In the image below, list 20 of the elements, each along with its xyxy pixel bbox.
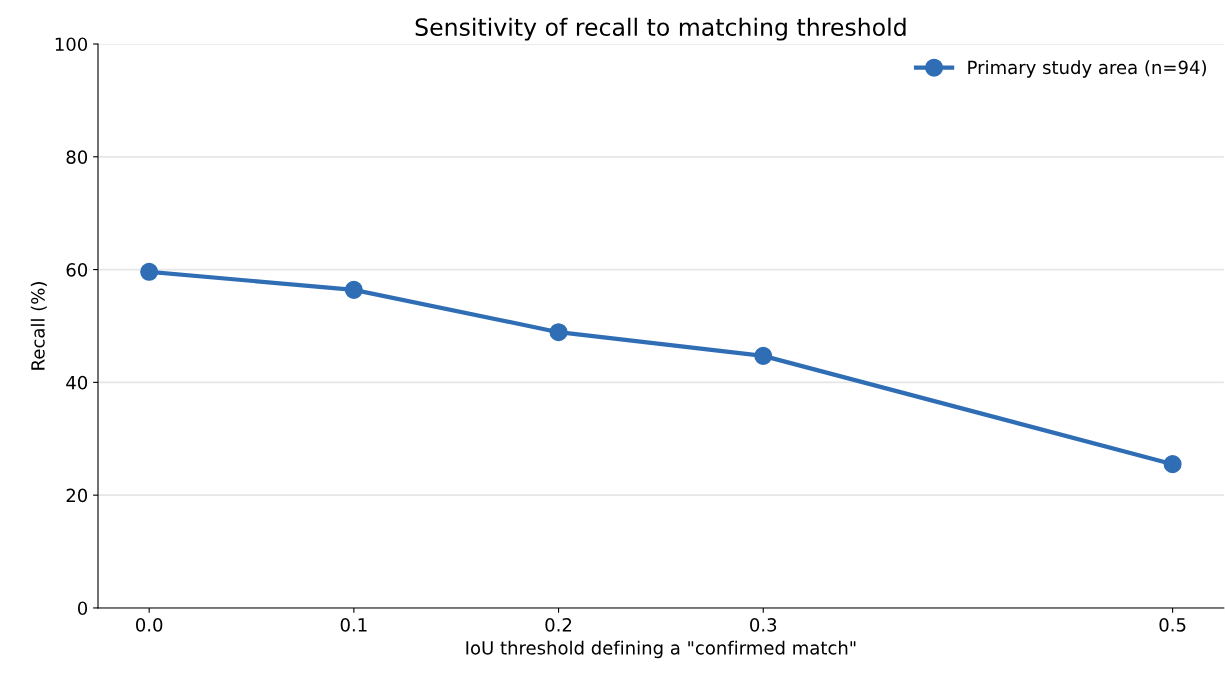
x-tick-label: 0.0 xyxy=(136,617,163,632)
x-tick-label: 0.2 xyxy=(545,617,572,632)
point xyxy=(140,262,159,281)
point xyxy=(754,346,773,365)
point xyxy=(344,280,363,299)
y-tick-label: 80 xyxy=(66,150,88,164)
y-tick-label: 40 xyxy=(66,375,88,390)
y-tick-label: 0 xyxy=(77,601,88,616)
legend-label: Primary study area (n=94) xyxy=(968,60,1206,78)
y-tick-label: 60 xyxy=(66,263,88,277)
x-axis-title: IoU threshold defining a "confirmed match" xyxy=(466,640,856,659)
x-tick-label: 0.1 xyxy=(340,617,367,632)
y-tick-label: 100 xyxy=(55,37,88,52)
point xyxy=(549,323,568,342)
x-tick-label: 0.3 xyxy=(750,617,777,632)
chart-title: Sensitivity of recall to matching threshold xyxy=(415,17,906,41)
x-tick-label: 0.5 xyxy=(1159,617,1186,632)
y-tick-label: 20 xyxy=(66,488,88,503)
y-axis-title: Recall (%) xyxy=(30,282,47,370)
point xyxy=(1163,455,1182,474)
